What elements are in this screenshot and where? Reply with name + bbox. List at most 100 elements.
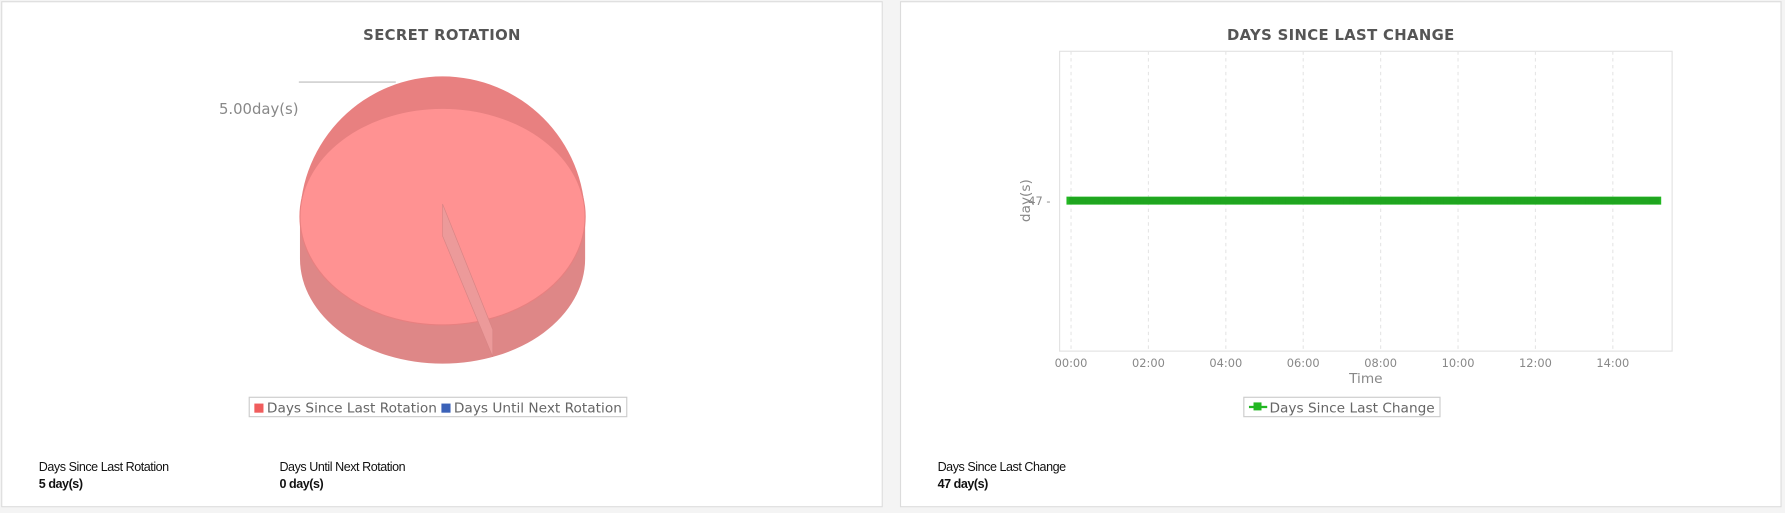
data-point [1114, 197, 1118, 205]
data-point [1472, 197, 1476, 205]
data-point [1085, 197, 1089, 205]
data-point [1588, 197, 1592, 205]
data-point [1304, 197, 1309, 205]
data-point [1524, 197, 1528, 205]
data-point [1298, 197, 1302, 205]
data-point [1404, 197, 1409, 205]
data-point [1240, 197, 1244, 205]
data-point [1607, 197, 1612, 205]
data-point [1333, 197, 1338, 205]
data-point [1069, 197, 1073, 205]
y-axis-title: day(s) [1018, 179, 1034, 222]
data-point [1517, 197, 1522, 205]
data-point [1075, 197, 1080, 205]
data-point [1585, 197, 1589, 205]
data-point [1649, 197, 1654, 205]
data-point [1130, 197, 1135, 205]
data-point [1536, 197, 1541, 205]
data-point [1562, 197, 1567, 205]
data-point [1211, 197, 1215, 205]
data-point [1262, 197, 1267, 205]
data-point [1146, 197, 1151, 205]
data-point [1217, 197, 1222, 205]
x-tick-label: 00:00 [1055, 356, 1088, 370]
data-point [1465, 197, 1470, 205]
data-point [1078, 197, 1083, 205]
data-point [1398, 197, 1402, 205]
data-point [1320, 197, 1325, 205]
x-tick-label: 14:00 [1596, 356, 1629, 370]
data-point [1140, 197, 1144, 205]
data-point [1166, 197, 1170, 205]
data-point [1559, 197, 1563, 205]
data-point [1430, 197, 1434, 205]
data-point [1356, 197, 1360, 205]
data-point [1330, 197, 1334, 205]
legend-item-days-since-last-rotation[interactable]: Days Since Last Rotation [254, 400, 437, 416]
legend-label: Days Until Next Rotation [453, 400, 622, 417]
data-point [1407, 197, 1412, 205]
data-point [1191, 197, 1196, 205]
data-point [1462, 197, 1467, 205]
data-point [1275, 197, 1280, 205]
data-point [1204, 197, 1209, 205]
pie-chart: 5.00day(s) [219, 76, 586, 364]
data-point [1091, 197, 1096, 205]
data-point [1340, 197, 1344, 205]
data-point [1082, 197, 1086, 205]
data-point [1149, 197, 1154, 205]
data-point [1640, 197, 1644, 205]
data-point [1656, 197, 1660, 205]
legend-item-days-until-next-rotation[interactable]: Days Until Next Rotation [441, 400, 622, 416]
data-point [1620, 197, 1625, 205]
data-point [1514, 197, 1518, 205]
data-point [1220, 197, 1225, 205]
data-point [1172, 197, 1176, 205]
data-point [1495, 197, 1499, 205]
data-point [1646, 197, 1651, 205]
data-point [1272, 197, 1276, 205]
data-point [1111, 197, 1115, 205]
data-point [1533, 197, 1538, 205]
data-point [1162, 197, 1167, 205]
data-point [1349, 197, 1354, 205]
x-tick-label: 12:00 [1519, 356, 1552, 370]
data-point [1359, 197, 1363, 205]
data-point [1224, 197, 1228, 205]
data-point [1101, 197, 1105, 205]
data-point [1108, 197, 1112, 205]
x-tick-label: 06:00 [1287, 356, 1320, 370]
data-point [1385, 197, 1389, 205]
data-point [1117, 197, 1122, 205]
data-point [1594, 197, 1599, 205]
data-point [1378, 197, 1383, 205]
data-point [1475, 197, 1480, 205]
data-point [1182, 197, 1186, 205]
data-point [1259, 197, 1264, 205]
data-point [1598, 197, 1602, 205]
data-point [1391, 197, 1396, 205]
x-tick-label: 10:00 [1442, 356, 1475, 370]
data-point [1343, 197, 1347, 205]
data-point [1482, 197, 1486, 205]
data-point [1527, 197, 1531, 205]
data-point [1540, 197, 1544, 205]
data-point [1498, 197, 1502, 205]
data-point [1427, 197, 1431, 205]
x-tick-label: 04:00 [1209, 356, 1242, 370]
stat-value: 47 day(s) [937, 477, 989, 492]
data-point [1214, 197, 1218, 205]
data-point [1395, 197, 1399, 205]
data-point [1643, 197, 1647, 205]
data-point [1185, 197, 1189, 205]
pie-slice-days-until-next-rotation[interactable] [442, 203, 494, 357]
data-point [1443, 197, 1447, 205]
data-point [1459, 197, 1463, 205]
data-point [1436, 197, 1441, 205]
data-point [1143, 197, 1147, 205]
x-axis-title: Time [1348, 371, 1382, 387]
data-point [1565, 197, 1570, 205]
data-point [1504, 197, 1509, 205]
line-legend[interactable]: Days Since Last Change [1243, 396, 1441, 418]
data-point [1572, 197, 1576, 205]
